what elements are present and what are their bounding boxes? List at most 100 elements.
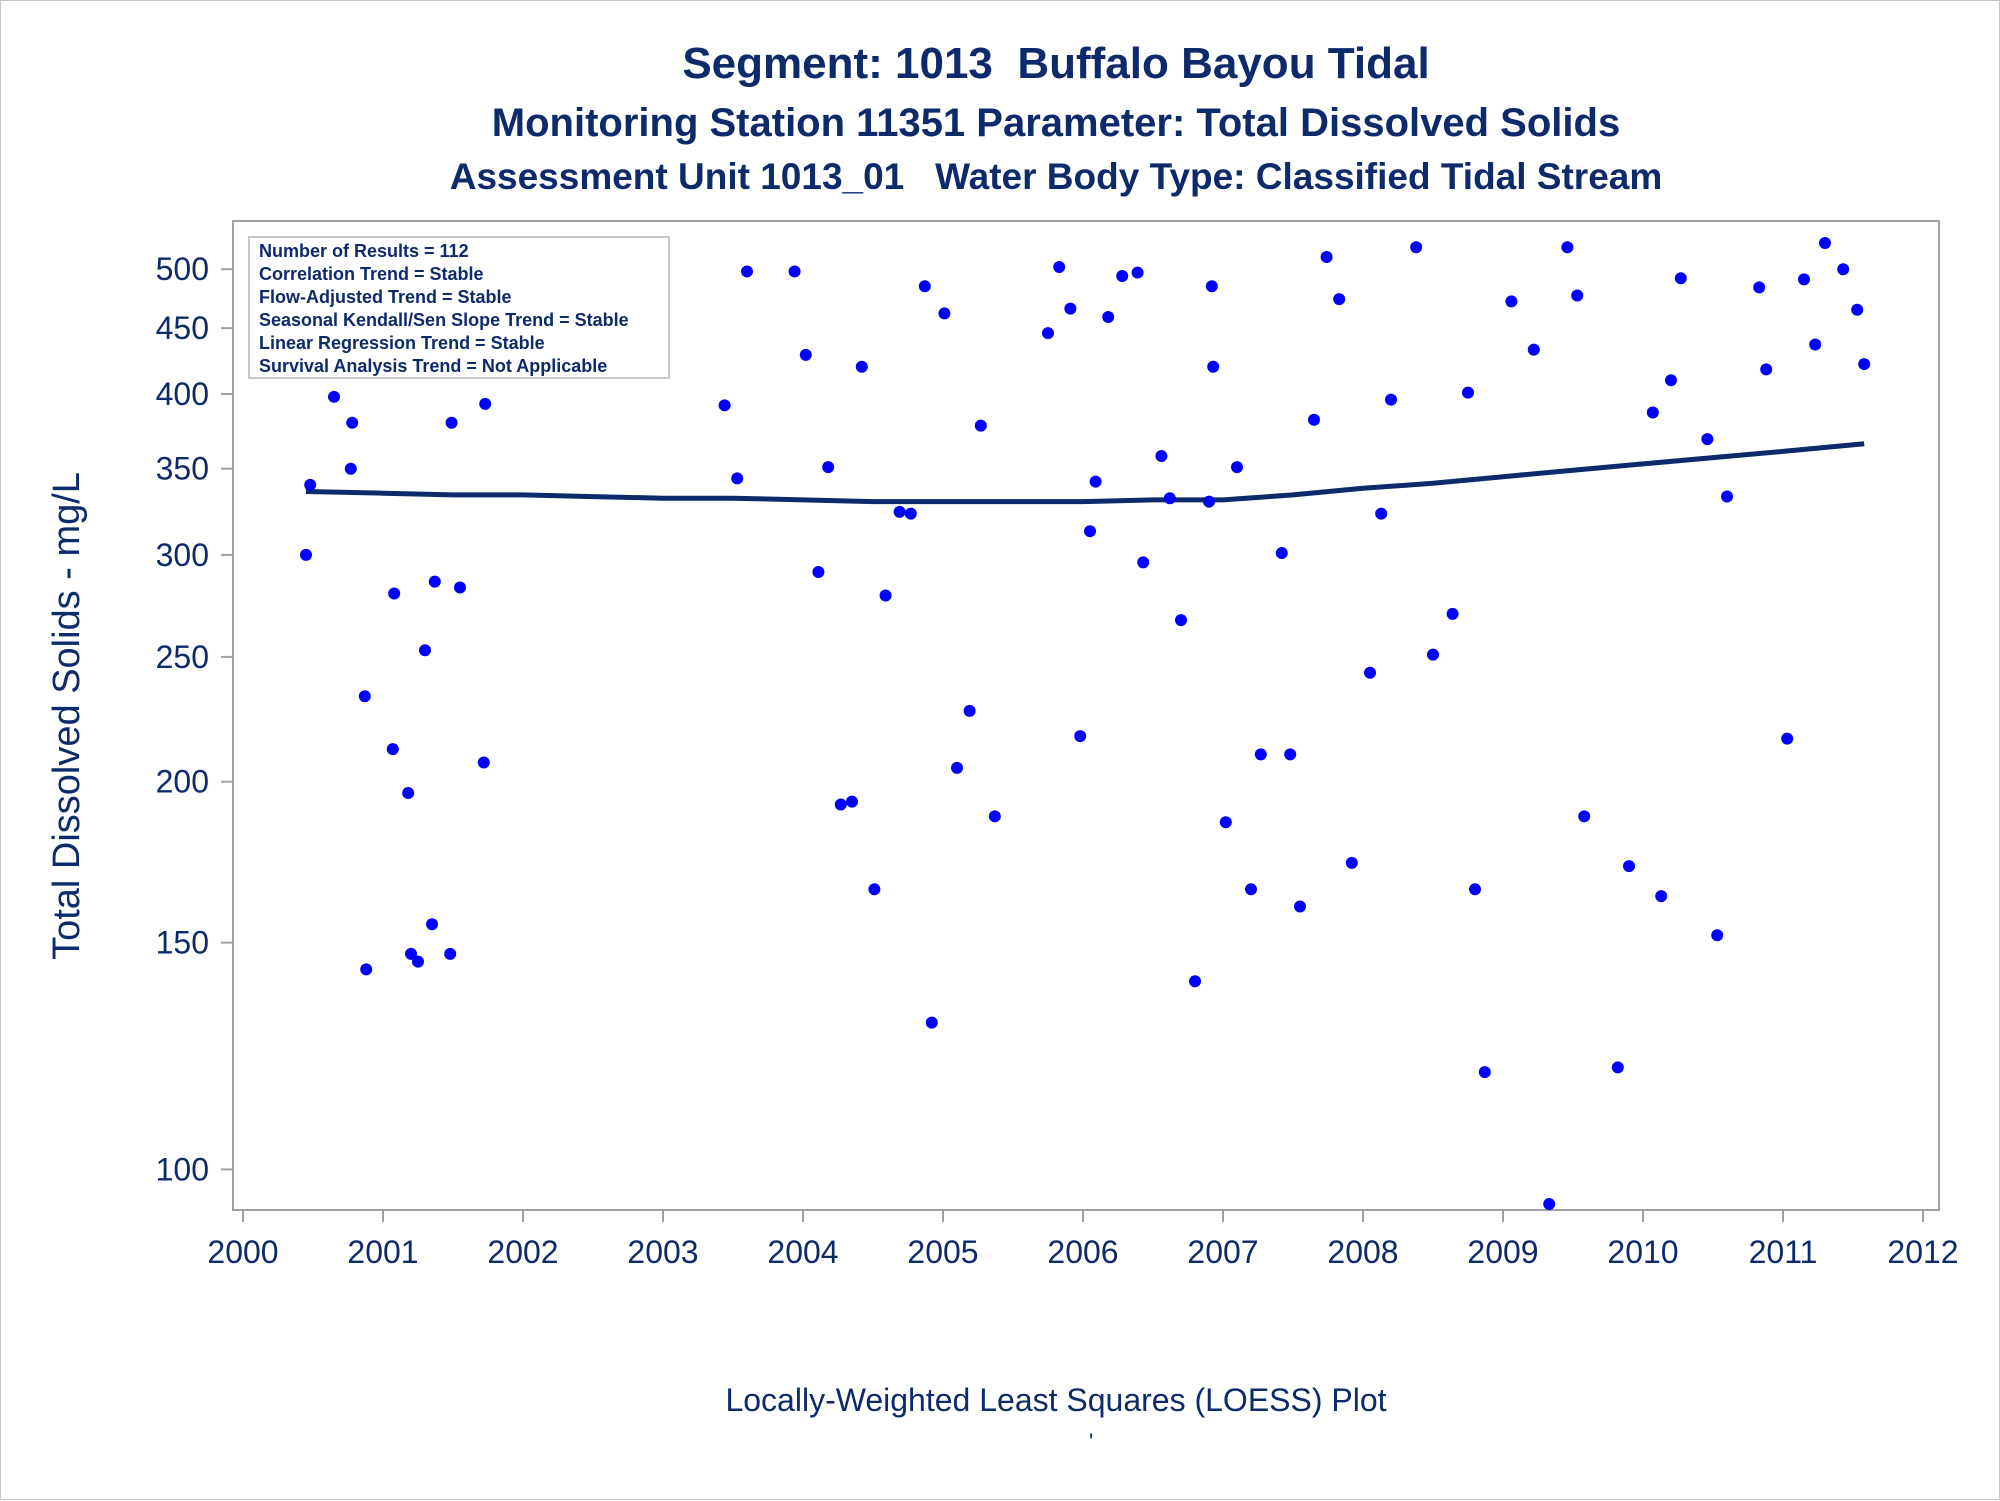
chart-subtitle-2: Assessment Unit 1013_01 Water Body Type:… [449,156,1663,197]
plot-area [232,220,1940,1211]
loess-line [305,441,1865,505]
data-point [1646,406,1659,419]
trend-summary-border [248,236,670,379]
trend-summary-line: Number of Results = 112 [259,241,469,261]
data-point [1809,338,1822,351]
data-point [1219,816,1232,829]
data-point [731,472,744,485]
data-point [1294,900,1306,913]
data-point [822,461,835,474]
y-tick-label: 350 [156,451,209,487]
data-point [1410,241,1423,254]
data-point [1053,260,1066,273]
data-point [951,761,963,774]
data-point [1131,266,1144,279]
trend-summary-box: Number of Results = 112 Correlation Trend… [248,236,670,379]
data-point [1469,883,1481,896]
chart-title: Segment: 1013 Buffalo Bayou Tidal [682,39,1430,88]
x-tick-label: 2006 [1047,1234,1118,1270]
x-tick-label: 2009 [1467,1234,1538,1270]
data-point [938,307,951,320]
data-point [1084,525,1096,538]
data-point [419,644,431,657]
data-point [741,265,753,278]
y-tick-label: 100 [156,1151,209,1187]
data-point [988,810,1001,823]
chart-subtitle: Monitoring Station 11351 Parameter: Tota… [491,101,1621,145]
data-point [1478,1066,1491,1079]
data-point [328,390,340,403]
data-point [1284,748,1297,761]
data-point [1721,490,1733,503]
data-point [479,397,492,410]
data-point [358,690,371,703]
data-point [879,589,892,602]
data-point [1137,556,1150,569]
data-point [1375,507,1388,520]
data-point [855,360,868,373]
data-point [1308,413,1320,426]
data-point [444,947,457,960]
trend-summary-line: Survival Analysis Trend = Not Applicable [259,356,607,376]
data-point [344,462,357,475]
loess-series [305,441,1865,505]
x-tick-label: 2007 [1187,1234,1258,1270]
data-point [1781,732,1794,745]
data-point [1578,810,1591,823]
data-point [1175,614,1187,627]
x-tick-label: 2011 [1749,1234,1818,1270]
data-point [1711,929,1724,942]
data-point [1189,975,1201,988]
data-point [346,416,359,429]
data-point [1674,272,1687,285]
caption-mark: ' [1089,1429,1094,1454]
data-point [1064,302,1077,315]
data-point [1116,269,1129,282]
data-point [1074,730,1087,743]
data-point [1505,295,1518,308]
data-point [1203,495,1215,508]
data-point [1655,890,1668,903]
data-point [1665,374,1677,387]
data-point [388,587,401,600]
data-point [868,883,881,896]
y-tick-label: 400 [156,376,209,412]
data-point [477,756,490,769]
data-point [799,348,812,361]
data-point [1231,461,1243,474]
data-point [834,798,847,811]
data-point [918,280,931,293]
data-point [974,419,987,432]
data-point [1446,607,1459,620]
data-point [1527,343,1540,356]
data-point [718,399,731,412]
y-tick-label: 250 [156,639,209,675]
data-point [454,581,466,594]
data-point [1207,360,1220,373]
data-point [1753,281,1766,294]
y-tick-label: 200 [156,764,209,800]
x-axis: 2000 2001 2002 2003 2004 2005 2006 2007 2008 2009… [207,1210,1959,1270]
data-point [1275,547,1288,560]
data-point [405,947,417,960]
data-point [1760,363,1773,376]
data-point [904,507,917,520]
x-tick-label: 2004 [767,1234,838,1270]
data-point [1102,311,1115,324]
x-tick-label: 2010 [1607,1234,1678,1270]
data-point [1205,280,1218,293]
x-tick-label: 2008 [1327,1234,1398,1270]
plot-caption: Locally-Weighted Least Squares (LOESS) P… [725,1382,1387,1418]
data-point [1427,648,1439,661]
data-point [1163,492,1176,505]
data-point [300,548,312,561]
trend-summary-line: Seasonal Kendall/Sen Slope Trend = Stabl… [259,310,629,330]
data-point [846,795,858,808]
data-point [925,1016,938,1029]
data-point [428,575,441,588]
data-point [1798,273,1810,286]
x-tick-label: 2003 [627,1234,698,1270]
data-point [1462,386,1474,399]
